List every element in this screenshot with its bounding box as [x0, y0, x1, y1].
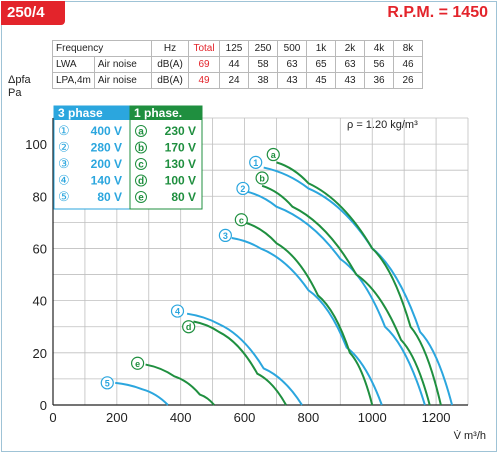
noise-row-lpa: LPA,4m Air noise dB(A) 49 24 38 43 45 43…: [52, 72, 423, 89]
legend-one-phase-mark-circle: [135, 125, 147, 137]
curve-marker-label: a: [271, 150, 277, 160]
noise-table: Frequency Hz Total 125 250 500 1k 2k 4k …: [52, 40, 423, 89]
row-value: 36: [364, 72, 394, 89]
legend-one-phase-mark-circle: [135, 141, 147, 154]
curve-marker-label: 5: [105, 378, 110, 388]
curve-5: [115, 381, 169, 406]
x-tick-label: 0: [49, 410, 56, 425]
row-value: 43: [335, 72, 365, 89]
curve-marker-circle: [266, 147, 280, 162]
model-tab: 250/4: [1, 1, 65, 25]
curve-marker-circle: [255, 171, 269, 185]
legend-three-phase-mark: ①: [58, 123, 70, 138]
x-tick-label: 400: [170, 410, 192, 425]
row-total: 49: [188, 72, 220, 89]
row-value: 26: [393, 72, 423, 89]
legend-one-phase-mark: e: [138, 193, 144, 204]
curve-c: [244, 221, 374, 406]
curve-e: [145, 363, 215, 406]
curve-a: [276, 161, 442, 406]
legend-three-phase-title: 3 phase: [58, 106, 103, 120]
legend-three-phase-mark: ⑤: [58, 189, 70, 204]
legend-three-phase-label: 400 V: [91, 124, 122, 138]
header-8k: 8k: [393, 40, 423, 57]
x-tick-label: 800: [298, 410, 320, 425]
legend-one-phase-header: [130, 106, 202, 120]
x-tick-label: 1200: [422, 410, 451, 425]
curve-b: [261, 184, 431, 406]
curve-marker-label: 2: [240, 184, 245, 194]
legend-three-phase-mark: ③: [58, 156, 70, 171]
legend-three-phase-mark: ②: [58, 140, 70, 155]
legend-one-phase-label: 170 V: [165, 141, 196, 155]
y-tick-label: 100: [25, 137, 47, 152]
legend-one-phase-label: 100 V: [165, 174, 196, 188]
legend-one-phase-label: 230 V: [165, 124, 196, 138]
curve-marker-label: c: [239, 215, 244, 225]
legend-one-phase-title: 1 phase.: [134, 106, 182, 120]
y-axis-quantity: Δpfa: [8, 74, 31, 86]
curve-marker-label: 1: [253, 158, 258, 168]
x-tick-label: 600: [234, 410, 256, 425]
curve-marker-circle: [234, 213, 248, 227]
legend-three-phase-header: [54, 106, 130, 120]
curve-marker-circle: [170, 304, 185, 318]
legend-one-phase-mark-circle: [135, 191, 147, 203]
y-tick-label: 40: [33, 294, 47, 309]
density-note: ρ = 1.20 kg/m³: [347, 119, 418, 131]
legend-three-phase-mark: ④: [58, 173, 70, 188]
curve-marker-label: e: [135, 359, 140, 369]
curve-2: [244, 190, 426, 406]
curve-marker-circle: [249, 155, 263, 169]
legend-one-phase-mark-circle: [135, 174, 147, 187]
y-tick-label: 0: [40, 398, 47, 413]
legend-three-phase-label: 200 V: [91, 157, 122, 171]
legend-one-phase-label: 130 V: [165, 157, 196, 171]
legend-three-phase-label: 280 V: [91, 141, 122, 155]
legend-one-phase-mark: d: [138, 176, 144, 187]
curve-marker-circle: [218, 228, 232, 243]
curve-marker-label: d: [186, 322, 192, 332]
y-tick-label: 80: [33, 189, 47, 204]
y-tick-label: 60: [33, 241, 47, 256]
legend-three-phase-label: 140 V: [91, 174, 122, 188]
y-axis-label: Δpfa Pa: [8, 74, 31, 100]
curve-marker-circle: [100, 376, 114, 390]
y-axis-unit: Pa: [8, 87, 22, 99]
legend-one-phase-mark: a: [138, 127, 144, 138]
legend-one-phase-mark-circle: [135, 158, 147, 170]
curve-1: [263, 166, 454, 406]
curve-marker-circle: [236, 181, 250, 196]
x-tick-label: 200: [106, 410, 128, 425]
curve-4: [186, 312, 303, 406]
curve-marker-label: 4: [175, 307, 180, 317]
legend-one-phase-mark: c: [138, 160, 144, 171]
y-tick-label: 20: [33, 346, 47, 361]
legend-three-phase-label: 80 V: [97, 190, 122, 204]
noise-table-header-row: Frequency Hz Total 125 250 500 1k 2k 4k …: [52, 40, 423, 57]
legend-one-phase-label: 80 V: [171, 190, 196, 204]
curve-d: [193, 320, 287, 406]
curve-marker-circle: [130, 356, 145, 370]
row-name: Air noise: [93, 72, 153, 89]
legend-one-phase-mark: b: [138, 143, 144, 154]
row-symbol: LPA,4m: [52, 72, 95, 89]
x-axis-label: V̇ m³/h: [453, 430, 486, 442]
rpm-label: R.P.M. = 1450: [387, 4, 488, 21]
curve-marker-label: 3: [223, 231, 228, 241]
curve-marker-label: b: [259, 174, 265, 184]
curve-3: [231, 237, 383, 406]
curve-marker-circle: [182, 320, 196, 334]
x-tick-label: 1000: [358, 410, 387, 425]
